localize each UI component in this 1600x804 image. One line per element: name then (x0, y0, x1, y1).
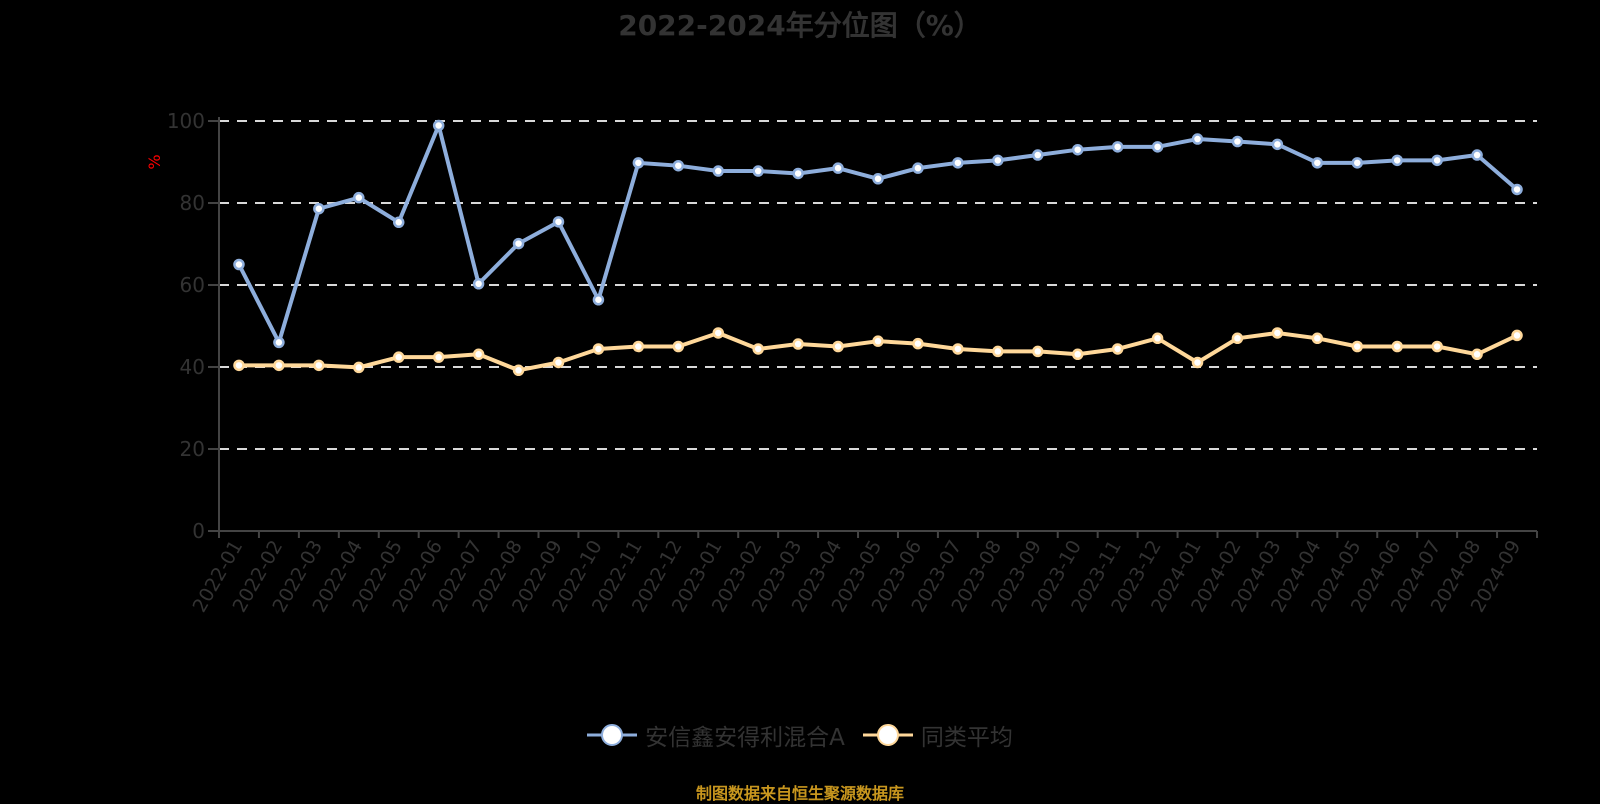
data-point[interactable] (1191, 133, 1204, 145)
chart-title: 2022-2024年分位图（%） (618, 9, 982, 42)
data-point[interactable] (832, 340, 844, 353)
legend-label: 安信鑫安得利混合A (645, 725, 845, 751)
data-point[interactable] (952, 343, 964, 355)
data-point[interactable] (353, 191, 365, 204)
data-point[interactable] (592, 343, 605, 355)
data-point[interactable] (1191, 356, 1204, 369)
legend-item-peer-average[interactable]: 同类平均 (862, 718, 1013, 752)
data-point[interactable] (992, 154, 1004, 167)
data-point[interactable] (1391, 340, 1403, 353)
y-tick-label: 20 (180, 437, 205, 461)
data-point[interactable] (592, 294, 605, 306)
data-point[interactable] (912, 162, 924, 174)
y-tick-label: 100 (167, 109, 205, 133)
data-point[interactable] (273, 359, 285, 372)
y-tick-label: 80 (180, 191, 205, 215)
data-point[interactable] (1471, 149, 1483, 161)
data-point[interactable] (512, 237, 525, 250)
data-point[interactable] (233, 258, 245, 271)
data-point[interactable] (1271, 138, 1284, 151)
series-line (237, 123, 1519, 345)
data-point[interactable] (472, 278, 485, 290)
data-point[interactable] (552, 356, 565, 369)
data-point[interactable] (752, 165, 764, 177)
legend: 安信鑫安得利混合A 同类平均 (0, 718, 1600, 752)
data-point[interactable] (392, 216, 405, 229)
data-point[interactable] (512, 364, 525, 377)
legend-item-fund[interactable]: 安信鑫安得利混合A (587, 718, 845, 752)
data-point[interactable] (632, 340, 645, 353)
data-point[interactable] (392, 351, 405, 363)
data-point[interactable] (792, 167, 804, 180)
data-point[interactable] (872, 173, 884, 185)
data-point[interactable] (1431, 154, 1443, 167)
data-point[interactable] (1151, 332, 1164, 345)
data-point[interactable] (1231, 332, 1244, 345)
legend-line-circle-icon (587, 724, 638, 746)
y-axis-unit-label: % (145, 154, 164, 169)
data-point[interactable] (1351, 157, 1364, 169)
data-point[interactable] (1111, 343, 1124, 355)
legend-line-circle-icon (862, 724, 913, 746)
data-point[interactable] (712, 165, 724, 177)
data-point[interactable] (792, 338, 804, 350)
data-point[interactable] (872, 335, 884, 347)
data-point[interactable] (313, 359, 325, 372)
data-point[interactable] (273, 336, 285, 349)
data-point[interactable] (672, 340, 685, 353)
data-point[interactable] (1032, 345, 1044, 358)
data-point[interactable] (552, 216, 565, 228)
data-point[interactable] (313, 202, 325, 215)
data-point[interactable] (712, 327, 724, 339)
data-point[interactable] (1431, 340, 1443, 353)
data-point[interactable] (752, 343, 764, 355)
data-point[interactable] (1071, 143, 1084, 156)
data-point[interactable] (952, 157, 964, 169)
data-point[interactable] (1071, 348, 1084, 361)
data-point[interactable] (432, 119, 445, 132)
data-point[interactable] (1271, 327, 1284, 339)
data-point[interactable] (1151, 141, 1164, 153)
x-axis: 2022-012022-022022-032022-042022-052022-… (189, 530, 1538, 616)
data-point[interactable] (1511, 183, 1523, 196)
legend-label: 同类平均 (920, 725, 1013, 751)
data-point[interactable] (992, 345, 1004, 358)
series-lines (233, 119, 1523, 377)
data-source-footer: 制图数据来自恒生聚源数据库 (695, 784, 904, 803)
data-point[interactable] (1231, 135, 1244, 148)
data-point[interactable] (632, 157, 645, 169)
data-point[interactable] (1511, 329, 1523, 342)
data-point[interactable] (353, 361, 365, 374)
data-point[interactable] (233, 359, 245, 372)
y-tick-label: 40 (180, 355, 205, 379)
grid-lines (219, 120, 1537, 450)
data-point[interactable] (1311, 157, 1324, 169)
data-point[interactable] (832, 162, 844, 174)
data-point[interactable] (472, 348, 485, 361)
data-point[interactable] (1111, 141, 1124, 153)
data-point[interactable] (1471, 348, 1483, 361)
data-point[interactable] (1032, 149, 1044, 161)
y-tick-label: 0 (192, 519, 205, 543)
y-tick-label: 60 (180, 273, 205, 297)
data-point[interactable] (912, 337, 924, 350)
data-point[interactable] (432, 351, 445, 363)
data-point[interactable] (672, 159, 685, 172)
y-axis: 0 20 40 60 80 100 (167, 109, 220, 543)
data-point[interactable] (1391, 154, 1403, 167)
data-point[interactable] (1351, 340, 1364, 353)
data-point[interactable] (1311, 332, 1324, 345)
